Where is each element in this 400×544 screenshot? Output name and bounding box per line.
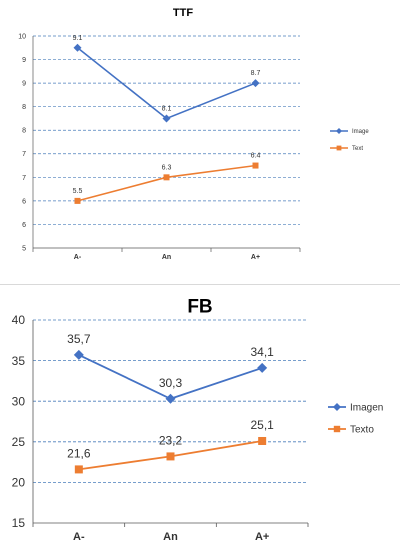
ttf-data-point xyxy=(74,197,81,204)
ttf-legend-label: Image xyxy=(352,129,369,135)
fb-y-tick-label: 40 xyxy=(12,313,26,327)
fb-data-label: 23,2 xyxy=(159,433,183,447)
ttf-legend-marker xyxy=(336,145,342,151)
ttf-data-point xyxy=(162,114,171,123)
ttf-y-tick-label: 8 xyxy=(22,104,26,111)
fb-legend-marker xyxy=(333,425,341,433)
chart-ttf: TTF 5 6 6 7 7 8 8 9 9 10 A- An A+ 9.1 8.1 8.7 Image 5.5 6.3… xyxy=(0,0,400,270)
ttf-legend-label: Text xyxy=(352,146,363,152)
ttf-x-tick-label: An xyxy=(162,254,171,261)
fb-data-label: 25,1 xyxy=(250,418,274,432)
ttf-y-tick-label: 5 xyxy=(22,245,26,252)
fb-legend-label: Texto xyxy=(350,425,374,436)
fb-data-label: 30,3 xyxy=(159,376,183,390)
chart-fb-svg: FB 15 20 25 30 35 40 A- An A+ 35,7 30,3 34,1 Imagen 21… xyxy=(12,297,384,543)
ttf-legend-marker xyxy=(336,128,342,134)
fb-data-point xyxy=(74,465,83,474)
fb-x-tick-label: A- xyxy=(73,531,85,543)
ttf-data-point xyxy=(251,79,260,88)
fb-chart-title: FB xyxy=(187,297,212,318)
fb-data-point xyxy=(166,452,175,461)
fb-y-tick-label: 15 xyxy=(12,516,26,530)
fb-data-point xyxy=(165,393,176,404)
fb-data-label: 34,1 xyxy=(250,345,274,359)
ttf-y-tick-label: 6 xyxy=(22,222,26,229)
ttf-data-label: 6.4 xyxy=(251,153,261,160)
fb-y-tick-label: 25 xyxy=(12,435,26,449)
fb-data-label: 21,6 xyxy=(67,446,91,460)
fb-data-point xyxy=(73,349,84,360)
ttf-data-point xyxy=(252,162,259,169)
ttf-y-tick-label: 10 xyxy=(18,33,26,40)
ttf-y-tick-label: 9 xyxy=(22,81,26,88)
ttf-y-tick-label: 9 xyxy=(22,57,26,64)
fb-x-tick-label: A+ xyxy=(255,531,269,543)
chart-fb: FB 15 20 25 30 35 40 A- An A+ 35,7 30,3 34,1 Imagen 21… xyxy=(0,284,400,544)
ttf-chart-title: TTF xyxy=(173,7,193,19)
ttf-data-label: 6.3 xyxy=(162,164,172,171)
ttf-data-label: 8.1 xyxy=(162,105,172,112)
chart-ttf-svg: TTF 5 6 6 7 7 8 8 9 9 10 A- An A+ 9.1 8.1 8.7 Image 5.5 6.3… xyxy=(18,7,369,261)
ttf-x-tick-label: A+ xyxy=(251,254,260,261)
fb-data-label: 35,7 xyxy=(67,332,91,346)
ttf-data-label: 9.1 xyxy=(73,35,83,42)
fb-y-tick-label: 20 xyxy=(12,476,26,490)
ttf-y-tick-label: 7 xyxy=(22,175,26,182)
fb-legend-marker xyxy=(333,403,341,411)
fb-y-tick-label: 35 xyxy=(12,354,26,368)
ttf-data-label: 5.5 xyxy=(73,188,83,195)
ttf-data-point xyxy=(73,43,82,52)
ttf-y-tick-label: 7 xyxy=(22,151,26,158)
ttf-x-tick-label: A- xyxy=(74,254,82,261)
fb-y-tick-label: 30 xyxy=(12,394,26,408)
fb-x-tick-label: An xyxy=(163,531,178,543)
fb-legend-label: Imagen xyxy=(350,403,383,414)
ttf-data-point xyxy=(163,174,170,181)
ttf-data-label: 8.7 xyxy=(251,70,261,77)
ttf-y-tick-label: 6 xyxy=(22,198,26,205)
fb-data-point xyxy=(258,436,267,445)
ttf-y-tick-label: 8 xyxy=(22,128,26,135)
fb-data-point xyxy=(257,362,268,373)
